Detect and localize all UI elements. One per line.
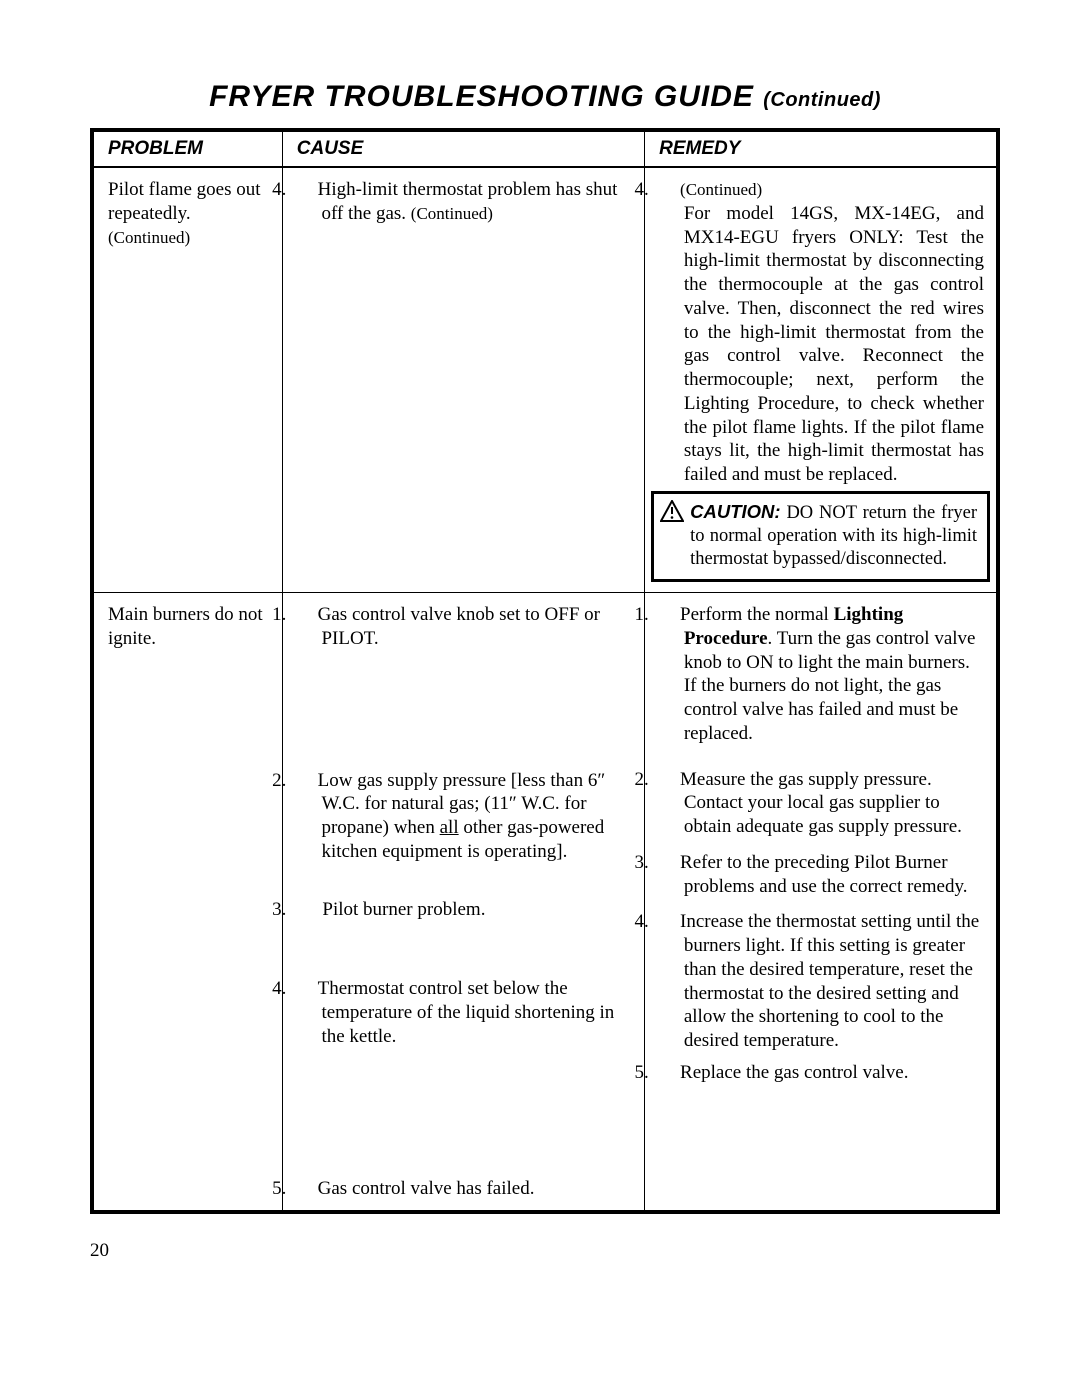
caution-label: CAUTION: xyxy=(690,501,780,522)
problem-text: Main burners do not ignite. xyxy=(108,604,263,649)
remedy-text: Replace the gas control valve. xyxy=(680,1062,908,1083)
remedy-continued: (Continued) xyxy=(680,180,762,199)
header-remedy: REMEDY xyxy=(645,130,998,167)
remedy-num: 4. xyxy=(659,910,680,934)
remedy-item: 2.Measure the gas supply pressure. Conta… xyxy=(659,768,984,839)
title-continued: (Continued) xyxy=(763,89,881,111)
remedy-num: 3. xyxy=(659,851,680,875)
page-number: 20 xyxy=(90,1240,1000,1262)
problem-cell: Pilot flame goes out repeatedly. (Contin… xyxy=(92,167,282,593)
cause-item: 1.Gas control valve knob set to OFF or P… xyxy=(297,603,632,651)
table-row: Pilot flame goes out repeatedly. (Contin… xyxy=(92,167,998,593)
page: FRYER TROUBLESHOOTING GUIDE (Continued) … xyxy=(0,0,1080,1302)
header-problem: PROBLEM xyxy=(92,130,282,167)
remedy-item: 1.Perform the normal Lighting Procedure.… xyxy=(659,603,984,746)
cause-cell: 1.Gas control valve knob set to OFF or P… xyxy=(282,593,644,1213)
remedy-num: 4. xyxy=(659,178,680,202)
problem-text: Pilot flame goes out repeatedly. xyxy=(108,179,261,224)
remedy-tail: If the burners do not light, the gas con… xyxy=(684,675,958,744)
cause-num: 2. xyxy=(297,769,318,793)
cause-text: Gas control valve has failed. xyxy=(318,1178,535,1199)
cause-cell: 4.High-limit thermostat problem has shut… xyxy=(282,167,644,593)
remedy-text: Refer to the preceding Pilot Burner prob… xyxy=(680,852,967,897)
cause-num: 5. xyxy=(297,1177,318,1201)
cause-num: 1. xyxy=(297,603,318,627)
remedy-body: For model 14GS, MX-14EG, and MX14-EGU fr… xyxy=(684,203,984,485)
remedy-cell: 4.(Continued) For model 14GS, MX-14EG, a… xyxy=(645,167,998,593)
cause-num: 3. xyxy=(297,898,318,922)
remedy-text: Increase the thermostat setting until th… xyxy=(680,911,979,1051)
troubleshooting-table: PROBLEM CAUSE REMEDY Pilot flame goes ou… xyxy=(90,128,1000,1214)
remedy-num: 2. xyxy=(659,768,680,792)
remedy-num: 5. xyxy=(659,1061,680,1085)
cause-item: 5.Gas control valve has failed. xyxy=(297,1177,632,1201)
caution-box: CAUTION: DO NOT return the fryer to norm… xyxy=(651,491,990,582)
problem-continued: (Continued) xyxy=(108,228,190,247)
remedy-item: 5.Replace the gas control valve. xyxy=(659,1061,984,1085)
cause-item: 4.High-limit thermostat problem has shut… xyxy=(297,178,632,226)
cause-text: Thermostat control set below the tempera… xyxy=(318,978,615,1047)
cause-continued: (Continued) xyxy=(411,204,493,223)
table-row: Main burners do not ignite. 1.Gas contro… xyxy=(92,593,998,1213)
remedy-line1: Measure the gas supply pressure. xyxy=(680,769,932,790)
cause-num: 4. xyxy=(297,178,318,202)
problem-cell: Main burners do not ignite. xyxy=(92,593,282,1213)
cause-item: 3. Pilot burner problem. xyxy=(297,898,632,922)
table-header-row: PROBLEM CAUSE REMEDY xyxy=(92,130,998,167)
remedy-pre: Perform the normal xyxy=(680,604,834,625)
warning-icon xyxy=(660,500,684,522)
header-cause: CAUSE xyxy=(282,130,644,167)
remedy-cell: 1.Perform the normal Lighting Procedure.… xyxy=(645,593,998,1213)
remedy-item: 3.Refer to the preceding Pilot Burner pr… xyxy=(659,851,984,899)
remedy-item: 4.(Continued) For model 14GS, MX-14EG, a… xyxy=(659,178,984,487)
remedy-num: 1. xyxy=(659,603,680,627)
title-main: FRYER TROUBLESHOOTING GUIDE xyxy=(209,80,754,113)
page-title: FRYER TROUBLESHOOTING GUIDE (Continued) xyxy=(90,80,1000,114)
cause-num: 4. xyxy=(297,977,318,1001)
cause-text: Pilot burner problem. xyxy=(318,899,486,920)
cause-item: 2.Low gas supply pressure [less than 6″ … xyxy=(297,769,632,864)
cause-text-underline: all xyxy=(440,817,459,838)
cause-text: Gas control valve knob set to OFF or PIL… xyxy=(318,604,600,649)
remedy-item: 4.Increase the thermostat setting until … xyxy=(659,910,984,1053)
cause-item: 4.Thermostat control set below the tempe… xyxy=(297,977,632,1048)
remedy-line2: Contact your local gas supplier to obtai… xyxy=(684,792,962,837)
